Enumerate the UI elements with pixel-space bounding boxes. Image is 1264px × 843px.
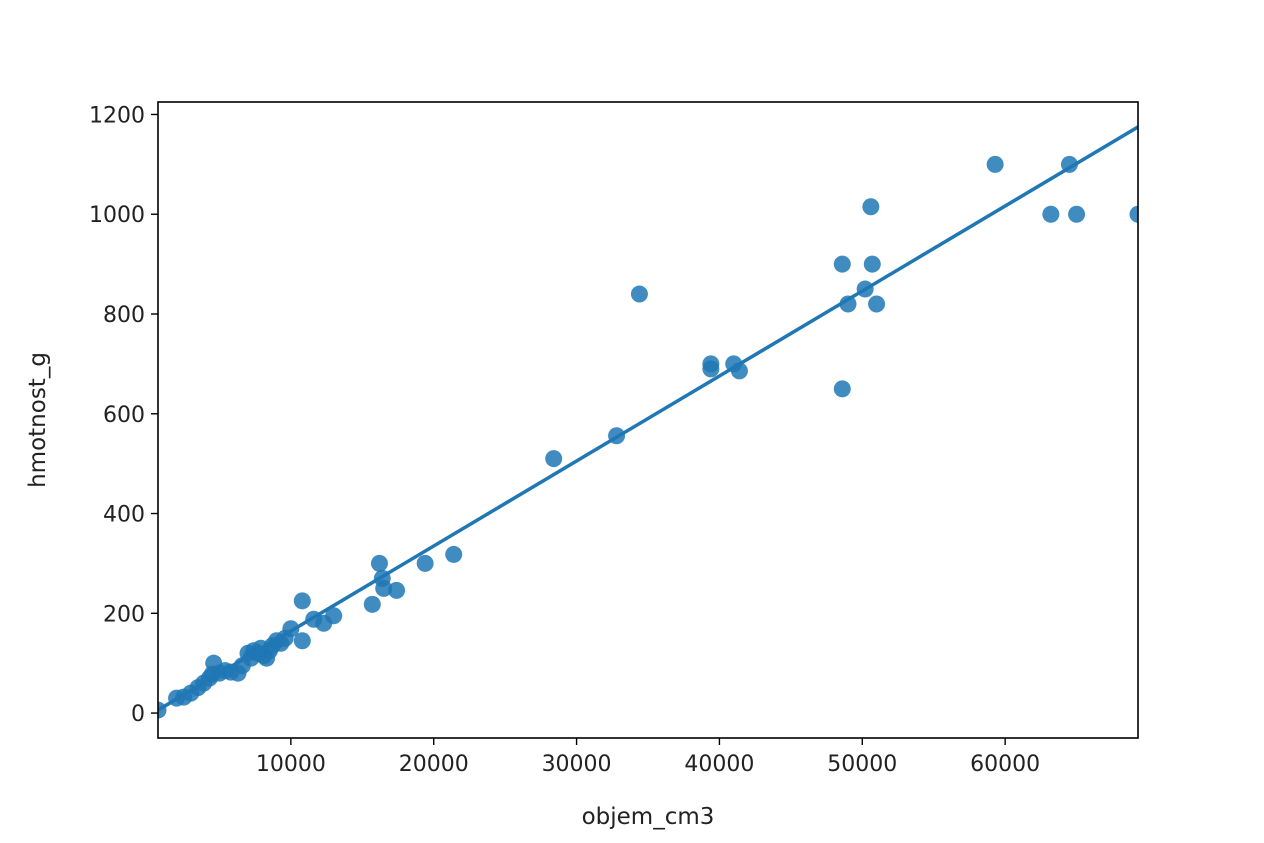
data-point <box>545 450 563 468</box>
y-axis: 0 200 400 600 800 1000 1200 <box>89 103 158 727</box>
data-point <box>1129 205 1138 223</box>
y-tick-label: 600 <box>103 403 145 428</box>
y-tick-label: 400 <box>103 503 145 528</box>
x-tick-label: 20000 <box>399 752 469 777</box>
data-point <box>868 295 886 313</box>
data-point <box>445 545 463 563</box>
data-point <box>839 295 857 313</box>
data-point <box>1042 205 1060 223</box>
data-point <box>363 595 381 613</box>
y-tick-label: 200 <box>103 602 145 627</box>
x-axis: 10000 20000 30000 40000 50000 60000 <box>256 738 1040 777</box>
data-point <box>293 592 311 610</box>
data-point <box>862 198 880 216</box>
y-tick-label: 0 <box>131 702 145 727</box>
data-point <box>833 255 851 273</box>
y-tick-label: 1000 <box>89 203 145 228</box>
y-tick-label: 1200 <box>89 103 145 128</box>
data-point <box>293 632 311 650</box>
x-tick-label: 50000 <box>827 752 897 777</box>
data-point <box>986 155 1004 173</box>
x-tick-label: 10000 <box>256 752 326 777</box>
data-point <box>370 554 388 572</box>
plot-frame <box>157 101 1139 739</box>
x-tick-label: 60000 <box>970 752 1040 777</box>
regression-line <box>158 125 1138 712</box>
data-point <box>630 285 648 303</box>
data-point <box>833 380 851 398</box>
data-point <box>325 607 343 625</box>
x-tick-label: 40000 <box>684 752 754 777</box>
y-tick-label: 800 <box>103 303 145 328</box>
data-point <box>1068 205 1086 223</box>
data-point <box>375 579 393 597</box>
y-axis-label: hmotnost_g <box>25 352 51 488</box>
x-tick-label: 30000 <box>542 752 612 777</box>
x-axis-label: objem_cm3 <box>582 804 715 830</box>
data-point <box>388 581 406 599</box>
data-point <box>863 255 881 273</box>
data-point <box>416 554 434 572</box>
chart-marks <box>158 125 1138 719</box>
data-point <box>702 360 720 378</box>
